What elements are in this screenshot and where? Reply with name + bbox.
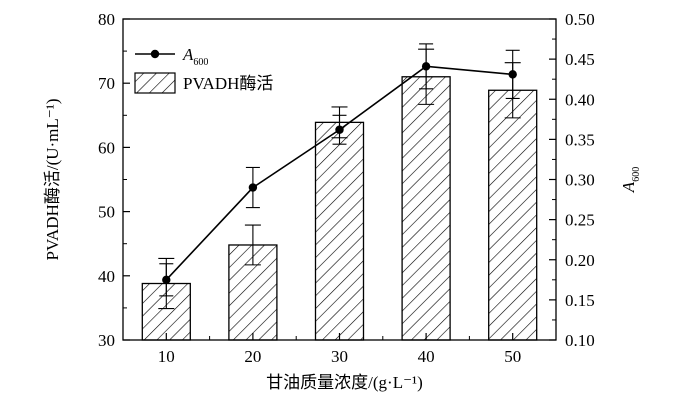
y2-tick-label: 0.25 (565, 211, 595, 230)
y-tick-label: 70 (98, 74, 115, 93)
x-tick-label: 50 (504, 347, 521, 366)
bar (488, 89, 538, 341)
x-tick-label: 20 (244, 347, 261, 366)
legend: A600 PVADH酶活 (134, 45, 273, 94)
tick-labels: 30 40 50 60 70 80 0.10 0.15 0.20 0.25 0.30 0.35 0.40… (98, 10, 595, 366)
legend-bar-swatch (134, 72, 176, 94)
x-tick-label: 10 (158, 347, 175, 366)
x-tick-label: 30 (331, 347, 348, 366)
line-point (162, 275, 171, 285)
line-point (335, 125, 344, 134)
y2-axis-title: A600 (619, 167, 642, 193)
line-series (159, 43, 520, 297)
y2-tick-label: 0.40 (565, 90, 595, 109)
line-point (248, 183, 258, 192)
bar (314, 121, 365, 341)
y-tick-label: 40 (98, 267, 115, 286)
y2-axis-title-main: A (619, 181, 638, 193)
bar-series (141, 48, 538, 341)
y2-tick-label: 0.50 (565, 10, 595, 29)
legend-marker (150, 49, 160, 59)
legend-label-a600: A600 (182, 45, 208, 68)
line-point (421, 62, 431, 71)
axis-titles: 甘油质量浓度/(g·L⁻¹) PVADH酶活/(U·mL⁻¹) A600 (43, 98, 642, 392)
y-tick-label: 30 (98, 331, 115, 350)
legend-label-a600-sub: 600 (193, 57, 208, 68)
bar (401, 76, 451, 341)
y2-tick-label: 0.35 (565, 130, 595, 149)
y2-axis-title-sub: 600 (631, 167, 642, 182)
y2-tick-label: 0.15 (565, 291, 595, 310)
y-tick-label: 80 (98, 10, 115, 29)
axes (122, 18, 557, 341)
y2-tick-label: 0.10 (565, 331, 595, 350)
x-tick-label: 40 (418, 347, 435, 366)
y-tick-label: 60 (98, 138, 115, 157)
y2-tick-label: 0.30 (565, 171, 595, 190)
y-tick-label: 50 (98, 203, 115, 222)
y2-tick-label: 0.45 (565, 50, 595, 69)
legend-label-pvadh: PVADH酶活 (183, 74, 273, 93)
x-axis-title: 甘油质量浓度/(g·L⁻¹) (266, 373, 423, 392)
line-point (508, 70, 517, 79)
y2-tick-label: 0.20 (565, 251, 595, 270)
legend-label-a600-main: A (182, 45, 194, 64)
y-axis-title: PVADH酶活/(U·mL⁻¹) (43, 98, 62, 260)
